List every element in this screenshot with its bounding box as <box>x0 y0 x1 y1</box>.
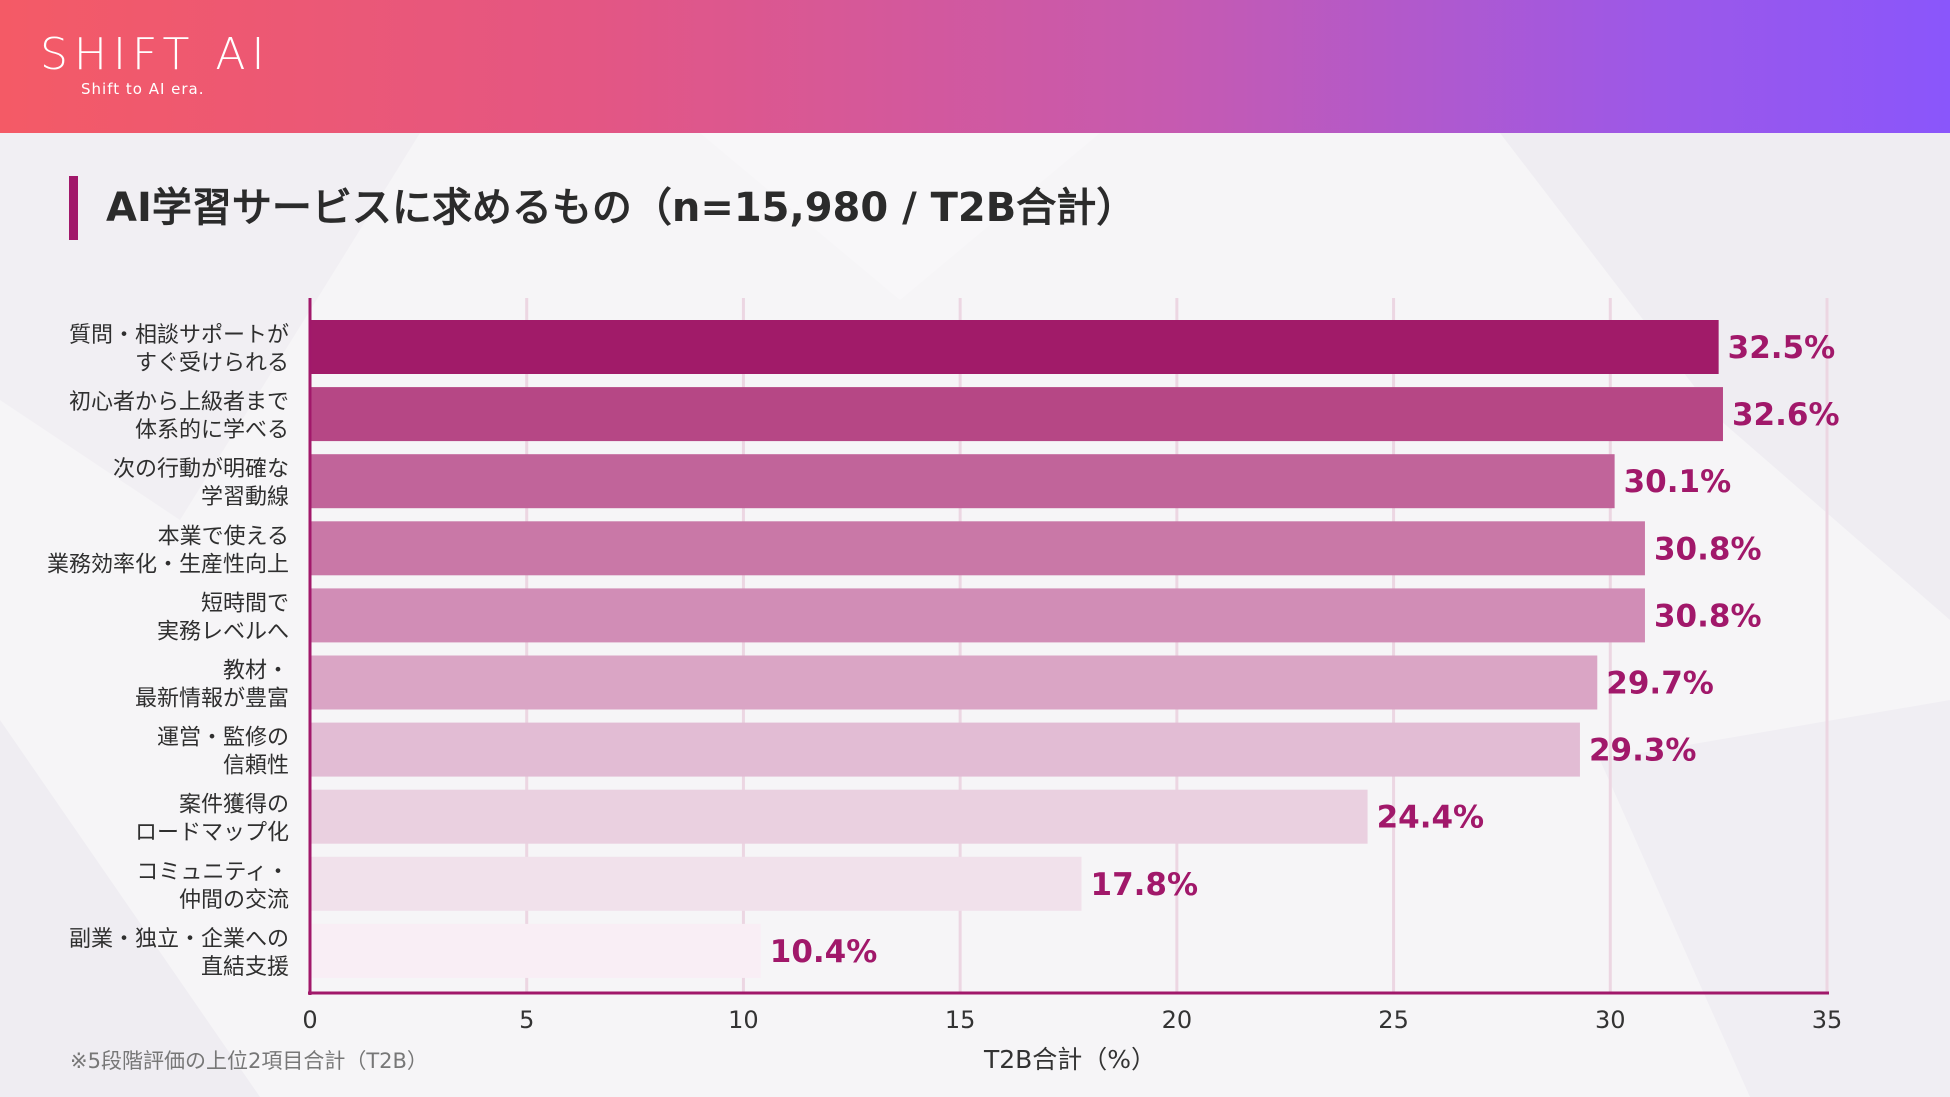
x-tick-label-0: 0 <box>302 1006 317 1034</box>
category-label-1-line-2: すぐ受けられる <box>135 351 289 376</box>
footnote: ※5段階評価の上位2項目合計（T2B） <box>70 1049 428 1073</box>
category-label-3-line-1: 次の行動が明確な <box>113 457 289 482</box>
x-tick-label-25: 25 <box>1378 1006 1409 1034</box>
category-label-1-line-1: 質問・相談サポートが <box>69 323 289 348</box>
category-label-7-line-1: 運営・監修の <box>157 726 289 751</box>
x-tick-label-20: 20 <box>1162 1006 1193 1034</box>
chart-title: AI学習サービスに求めるもの（n=15,980 / T2B合計） <box>106 185 1137 231</box>
value-label-2: 32.6% <box>1732 397 1840 433</box>
category-label-5-line-1: 短時間で <box>201 591 289 616</box>
bar-2 <box>310 387 1723 442</box>
bar-8 <box>310 789 1368 844</box>
bar-6 <box>310 655 1598 710</box>
x-tick-label-30: 30 <box>1595 1006 1626 1034</box>
category-label-10-line-1: 副業・独立・企業への <box>69 927 289 952</box>
x-tick-label-15: 15 <box>945 1006 976 1034</box>
x-tick-label-5: 5 <box>519 1006 534 1034</box>
bar-1 <box>310 320 1719 374</box>
category-label-2-line-1: 初心者から上級者まで <box>69 390 289 415</box>
value-label-7: 29.3% <box>1589 733 1697 769</box>
value-label-6: 29.7% <box>1606 666 1714 702</box>
title-accent-bar <box>69 176 78 240</box>
value-label-1: 32.5% <box>1728 330 1836 366</box>
bar-4 <box>310 521 1645 576</box>
header-banner: SHIFT AI Shift to AI era. <box>0 0 1950 133</box>
category-label-2-line-2: 体系的に学べる <box>135 418 289 443</box>
category-label-3-line-2: 学習動線 <box>201 485 289 510</box>
bar-5 <box>310 588 1645 643</box>
category-label-6-line-2: 最新情報が豊富 <box>135 687 289 712</box>
value-label-10: 10.4% <box>770 934 878 970</box>
category-label-10-line-2: 直結支援 <box>201 955 289 980</box>
x-axis-title: T2B合計（%） <box>983 1045 1156 1074</box>
category-label-8-line-2: ロードマップ化 <box>135 821 289 846</box>
category-label-9-line-1: コミュニティ・ <box>136 860 289 885</box>
logo-tagline: Shift to AI era. <box>81 80 205 98</box>
category-label-5-line-2: 実務レベルへ <box>157 619 289 644</box>
value-label-8: 24.4% <box>1377 800 1485 836</box>
category-label-8-line-1: 案件獲得の <box>179 793 289 818</box>
category-label-7-line-2: 信頼性 <box>223 754 289 779</box>
bar-9 <box>310 856 1082 911</box>
bar-10 <box>310 923 761 978</box>
category-label-6-line-1: 教材・ <box>223 659 289 684</box>
category-label-9-line-2: 仲間の交流 <box>179 888 289 913</box>
logo: SHIFT AI <box>40 29 271 80</box>
bar-3 <box>310 454 1615 509</box>
x-tick-label-10: 10 <box>728 1006 759 1034</box>
value-label-4: 30.8% <box>1654 531 1762 567</box>
value-label-9: 17.8% <box>1091 867 1199 903</box>
x-tick-label-35: 35 <box>1812 1006 1843 1034</box>
category-label-4-line-2: 業務効率化・生産性向上 <box>47 552 289 577</box>
value-label-3: 30.1% <box>1624 464 1732 500</box>
bar-7 <box>310 722 1580 777</box>
value-label-5: 30.8% <box>1654 598 1762 634</box>
category-label-4-line-1: 本業で使える <box>158 524 289 549</box>
